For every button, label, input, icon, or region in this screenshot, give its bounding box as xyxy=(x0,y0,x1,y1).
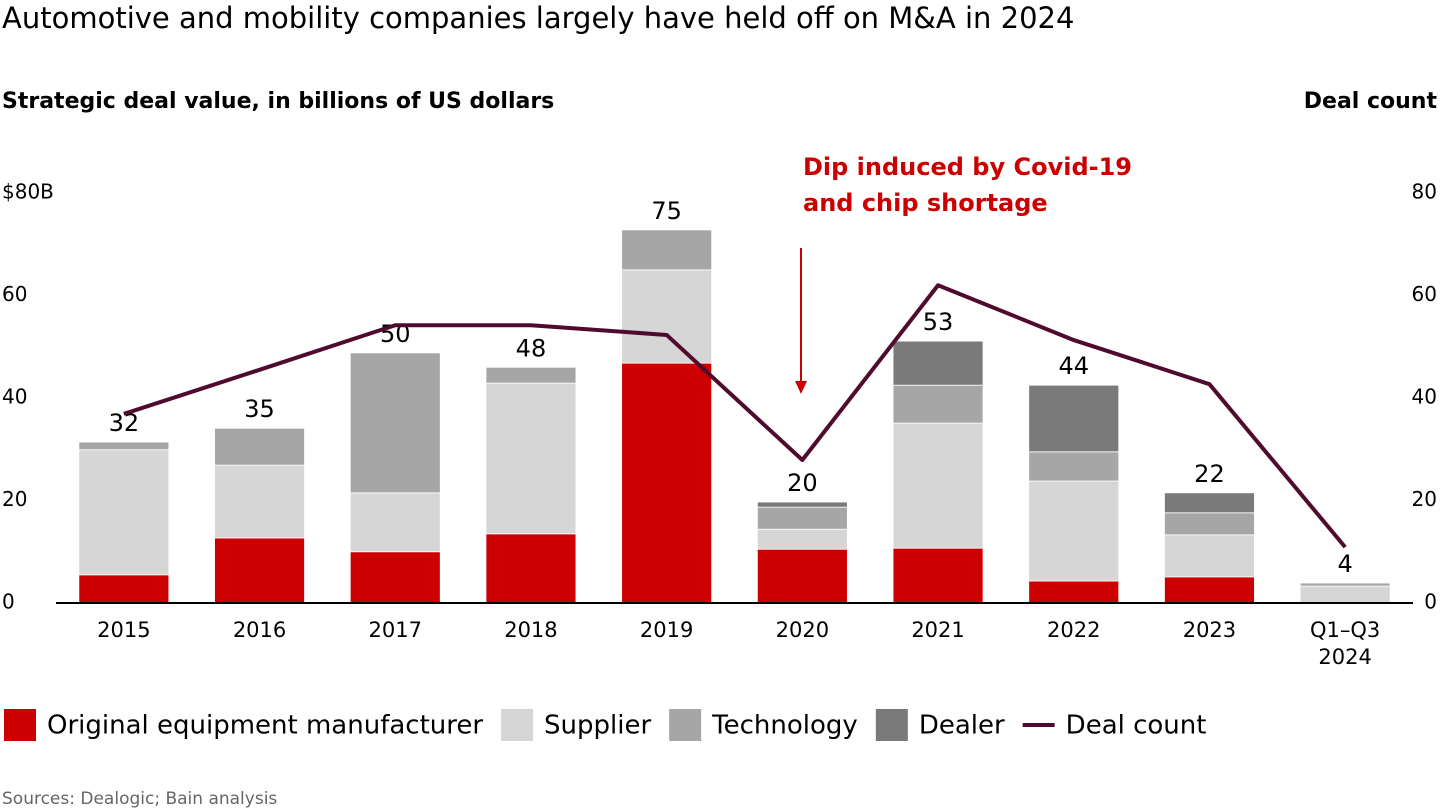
bar-segment xyxy=(756,548,848,604)
bar-segment xyxy=(621,269,713,364)
x-tick-label: 2023 xyxy=(1182,618,1237,642)
y2-tick-label: 40 xyxy=(1412,385,1437,409)
legend-swatch xyxy=(875,709,908,741)
bar-segment xyxy=(1164,512,1255,536)
x-tick-label: 2019 xyxy=(639,618,694,642)
bar-segment xyxy=(892,340,984,386)
legend-label: Dealer xyxy=(919,711,1005,741)
bar-segment xyxy=(756,528,848,550)
bar-segment xyxy=(1164,492,1255,514)
total-label: 44 xyxy=(1058,352,1089,380)
legend-label: Supplier xyxy=(544,711,651,741)
bar-segment xyxy=(485,366,577,384)
x-tick-label: 2018 xyxy=(504,618,558,642)
x-tick-label: 2015 xyxy=(97,618,151,642)
bar-segment xyxy=(756,506,848,530)
source: Sources: Dealogic; Bain analysis xyxy=(2,789,277,809)
bar-segment xyxy=(78,441,170,451)
annotation: Dip induced by Covid-19 xyxy=(803,153,1132,181)
total-label: 22 xyxy=(1194,460,1225,488)
total-label: 35 xyxy=(244,395,275,423)
x-tick-label: 2016 xyxy=(232,618,287,642)
y2-tick-label: 20 xyxy=(1412,487,1437,511)
annotation: and chip shortage xyxy=(803,189,1048,217)
total-label: 75 xyxy=(651,197,682,225)
bar-segment xyxy=(485,533,577,604)
y2-tick-label: 80 xyxy=(1412,180,1437,204)
bar-segment xyxy=(1028,384,1120,453)
y-tick-label: 20 xyxy=(2,487,27,511)
total-label: 20 xyxy=(787,469,818,497)
bar-segment xyxy=(485,382,577,535)
annotation-arrowhead xyxy=(795,381,807,394)
legend-label: Original equipment manufacturer xyxy=(47,711,483,741)
bar-segment xyxy=(1299,585,1391,604)
x-tick-label: 2022 xyxy=(1047,618,1101,642)
x-tick-label: 2017 xyxy=(368,618,422,642)
bar-segment xyxy=(1028,580,1120,604)
bar-segment xyxy=(78,449,170,576)
x-tick-label: Q1–Q3 2024 xyxy=(1310,618,1381,669)
bar-segment xyxy=(1164,534,1255,578)
bar-segment xyxy=(621,229,713,271)
bar-segment xyxy=(892,384,984,424)
y-tick-label: 0 xyxy=(2,590,15,614)
bar-segment xyxy=(892,422,984,549)
bar-segment xyxy=(1028,480,1120,582)
total-label: 53 xyxy=(923,308,954,336)
y-axis-title: Strategic deal value, in billions of US … xyxy=(2,89,554,114)
bar-segment xyxy=(214,464,305,539)
bar-segment xyxy=(1299,582,1391,587)
legend-label: Technology xyxy=(711,711,858,741)
y-tick-label: 40 xyxy=(2,385,27,409)
deal-count-line xyxy=(123,283,1347,549)
total-label: 48 xyxy=(516,334,547,362)
x-tick-label: 2020 xyxy=(775,618,830,642)
legend-swatch xyxy=(501,709,534,741)
y2-tick-label: 60 xyxy=(1412,282,1437,306)
total-label: 4 xyxy=(1338,550,1353,578)
bar-segment xyxy=(78,574,170,604)
bar-segment xyxy=(1028,451,1120,482)
bar-segment xyxy=(349,352,441,494)
y-tick-label: $80B xyxy=(2,180,54,204)
bar-segment xyxy=(214,427,305,466)
legend-label: Deal count xyxy=(1066,711,1207,741)
bar-segment xyxy=(214,537,305,604)
x-tick-label: 2021 xyxy=(911,618,965,642)
bar-segment xyxy=(892,547,984,604)
bar-segment xyxy=(349,492,441,553)
legend-swatch xyxy=(669,709,702,741)
bar-segment xyxy=(1164,576,1255,604)
legend-swatch xyxy=(4,709,36,741)
y2-axis-title: Deal count xyxy=(1304,89,1438,114)
chart-title: Automotive and mobility companies largel… xyxy=(2,1,1074,35)
y2-tick-label: 0 xyxy=(1424,590,1437,614)
bar-segment xyxy=(756,501,848,508)
y-tick-label: 60 xyxy=(2,282,27,306)
bar-segment xyxy=(621,362,713,604)
bar-segment xyxy=(349,551,441,604)
